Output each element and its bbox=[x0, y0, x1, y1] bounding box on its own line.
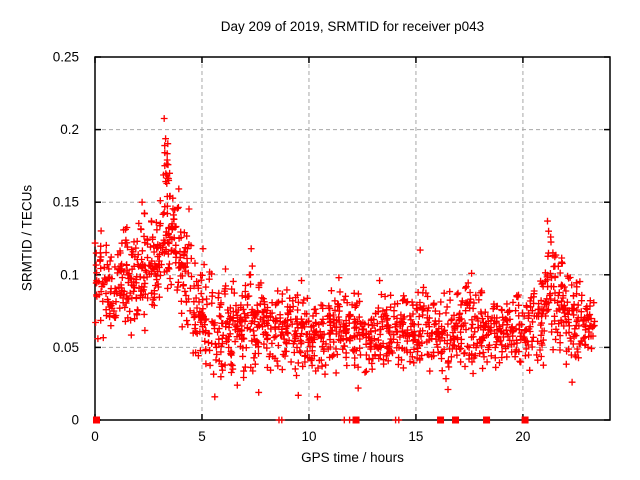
zero-marker-square bbox=[352, 416, 360, 424]
y-tick-label: 0.15 bbox=[53, 195, 79, 210]
x-tick-label: 10 bbox=[301, 429, 316, 444]
y-tick-label: 0.1 bbox=[60, 267, 79, 282]
y-tick-label: 0 bbox=[71, 413, 79, 428]
zero-marker-square bbox=[452, 416, 460, 424]
x-tick-label: 0 bbox=[91, 429, 99, 444]
zero-marker-square bbox=[521, 416, 529, 424]
chart-title: Day 209 of 2019, SRMTID for receiver p04… bbox=[220, 19, 485, 34]
y-tick-label: 0.25 bbox=[53, 50, 79, 65]
x-axis-label: GPS time / hours bbox=[301, 450, 404, 465]
y-tick-label: 0.05 bbox=[53, 340, 79, 355]
x-tick-label: 20 bbox=[515, 429, 530, 444]
x-tick-label: 15 bbox=[408, 429, 423, 444]
x-tick-label: 5 bbox=[198, 429, 206, 444]
y-tick-label: 0.2 bbox=[60, 122, 79, 137]
zero-marker-square bbox=[92, 416, 100, 424]
zero-marker-square bbox=[483, 416, 491, 424]
scatter-points bbox=[91, 115, 598, 424]
zero-marker-square bbox=[437, 416, 445, 424]
